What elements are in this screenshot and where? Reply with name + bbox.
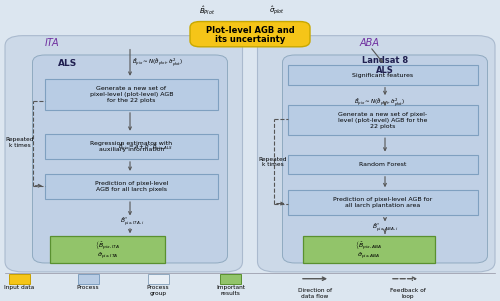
Text: Process: Process <box>76 285 100 290</box>
Text: Repeated
k times: Repeated k times <box>6 137 34 148</box>
Text: $\hat{B}_{pix} = a + b \cdot \hat{B}_{pix,ALS}$: $\hat{B}_{pix} = a + b \cdot \hat{B}_{pi… <box>118 141 172 153</box>
FancyBboxPatch shape <box>220 274 241 284</box>
Text: Random Forest: Random Forest <box>359 162 406 167</box>
Text: Landsat 8: Landsat 8 <box>362 56 408 65</box>
FancyBboxPatch shape <box>45 79 218 110</box>
Text: $\hat{\sigma}_{plot}$: $\hat{\sigma}_{plot}$ <box>270 4 285 17</box>
Text: Input data: Input data <box>4 285 34 290</box>
Text: Prediction of pixel-level AGB for
all larch plantation area: Prediction of pixel-level AGB for all la… <box>333 197 432 208</box>
Text: Important
results: Important results <box>216 285 245 296</box>
FancyBboxPatch shape <box>45 134 218 159</box>
Text: $\hat{B}_{Plot}$: $\hat{B}_{Plot}$ <box>200 4 216 17</box>
Text: ABA: ABA <box>360 38 380 48</box>
FancyBboxPatch shape <box>288 190 478 216</box>
FancyBboxPatch shape <box>148 274 169 284</box>
Text: ALS: ALS <box>376 66 394 75</box>
Text: $\hat{\sigma}_{pix,ABA}$: $\hat{\sigma}_{pix,ABA}$ <box>357 250 380 261</box>
Text: $\hat{B}^*_{pix,ABA,i}$: $\hat{B}^*_{pix,ABA,i}$ <box>372 222 398 234</box>
Text: $\left\{\hat{B}_{pix,ITA}\right.$: $\left\{\hat{B}_{pix,ITA}\right.$ <box>95 239 120 252</box>
FancyBboxPatch shape <box>288 154 478 174</box>
FancyBboxPatch shape <box>78 274 98 284</box>
FancyBboxPatch shape <box>190 22 310 47</box>
FancyBboxPatch shape <box>288 65 478 85</box>
Text: Process
group: Process group <box>146 285 170 296</box>
Text: Generate a new set of pixel-
level (plot-level) AGB for the
22 plots: Generate a new set of pixel- level (plot… <box>338 112 427 129</box>
Text: ALS: ALS <box>58 59 77 68</box>
Text: Repeated
k times: Repeated k times <box>258 157 287 167</box>
Text: ITA: ITA <box>45 38 60 48</box>
FancyBboxPatch shape <box>258 36 495 272</box>
Text: Generate a new set of
pixel-level (plot-level) AGB
for the 22 plots: Generate a new set of pixel-level (plot-… <box>90 86 173 103</box>
Text: Regression estimator with
auxiliary information: Regression estimator with auxiliary info… <box>90 141 172 152</box>
Text: $\hat{B}^*_{pix,ITA,i}$: $\hat{B}^*_{pix,ITA,i}$ <box>120 216 145 228</box>
Text: $\hat{\sigma}_{pix,ITA}$: $\hat{\sigma}_{pix,ITA}$ <box>97 250 118 261</box>
FancyBboxPatch shape <box>32 55 228 263</box>
Text: Direction of
data flow: Direction of data flow <box>298 288 332 299</box>
FancyBboxPatch shape <box>282 55 488 263</box>
Text: $\left\{\hat{B}_{pix,ABA}\right.$: $\left\{\hat{B}_{pix,ABA}\right.$ <box>355 239 382 252</box>
FancyBboxPatch shape <box>9 274 30 284</box>
FancyBboxPatch shape <box>288 105 478 135</box>
Text: its uncertainty: its uncertainty <box>215 35 285 44</box>
Text: Plot-level AGB and: Plot-level AGB and <box>206 26 294 35</box>
FancyBboxPatch shape <box>5 36 242 272</box>
Text: Feedback of
loop: Feedback of loop <box>390 288 426 299</box>
Text: Prediction of pixel-level
AGB for all larch pixels: Prediction of pixel-level AGB for all la… <box>94 181 168 192</box>
Text: $\hat{B}_{pix}{\sim}N(\hat{\theta}_{plot},\hat{\sigma}^2_{plot})$: $\hat{B}_{pix}{\sim}N(\hat{\theta}_{plot… <box>132 56 183 69</box>
Text: Significant features: Significant features <box>352 73 413 78</box>
Text: $\hat{B}_{pix}{\sim}N(\hat{\theta}_{plot},\hat{\sigma}^2_{plot})$: $\hat{B}_{pix}{\sim}N(\hat{\theta}_{plot… <box>354 96 406 109</box>
FancyBboxPatch shape <box>302 236 435 263</box>
FancyBboxPatch shape <box>45 174 218 199</box>
FancyBboxPatch shape <box>50 236 165 263</box>
